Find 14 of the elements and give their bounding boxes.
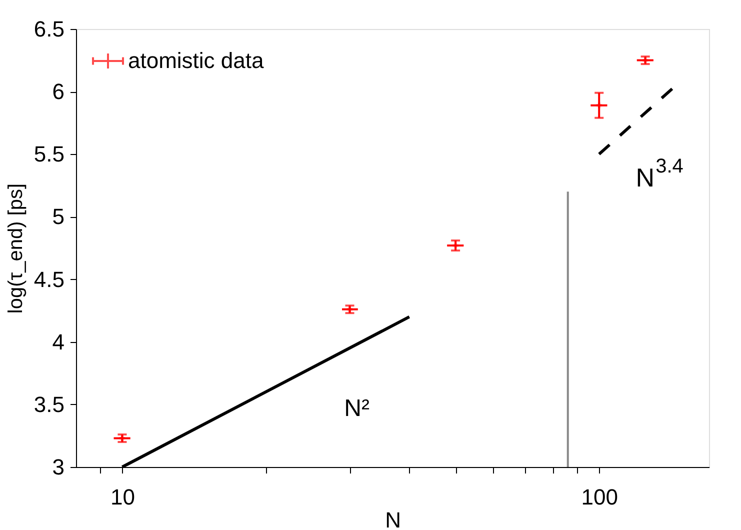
x-tick-label: 100 xyxy=(581,484,618,510)
y-axis-title: log(τ_end) [ps] xyxy=(4,183,27,314)
y-tick-label: 3.5 xyxy=(34,392,64,417)
y-tick-label: 4 xyxy=(52,329,64,354)
y-tick-label: 6.5 xyxy=(34,16,64,42)
legend-label: atomistic data xyxy=(128,48,264,73)
y-tick-label: 5.5 xyxy=(34,142,64,167)
y-tick-label: 5 xyxy=(52,204,64,230)
x-axis-title: N xyxy=(385,508,401,530)
y-tick-label: 4.5 xyxy=(34,266,64,292)
y-tick-label: 6 xyxy=(52,79,64,104)
x-tick-label: 10 xyxy=(110,484,135,510)
annotation: N² xyxy=(344,394,370,422)
y-tick-label: 3 xyxy=(52,454,64,480)
